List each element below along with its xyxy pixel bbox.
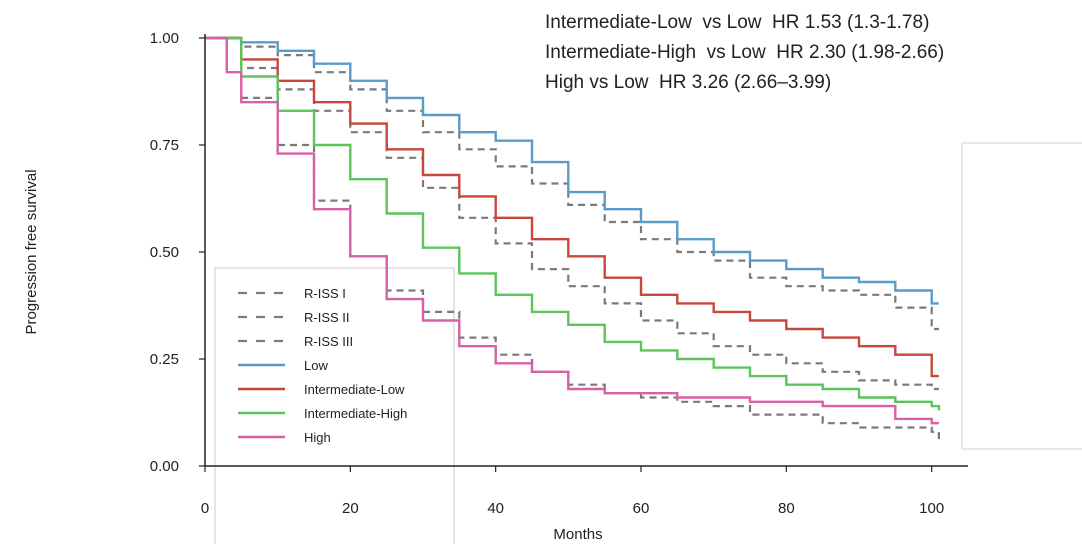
x-tick-label: 60 [633, 500, 650, 517]
series-line-intermediate-low [205, 36, 939, 378]
y-axis-title: Progression free survival [23, 169, 40, 334]
x-tick-label: 0 [201, 500, 209, 517]
y-tick-label: 1.00 [150, 30, 179, 47]
hr-annotation: Intermediate-Low vs Low HR 1.53 (1.3-1.7… [545, 12, 929, 33]
legend-label: R-ISS III [304, 334, 353, 349]
series-line-r-iss-i [205, 36, 939, 331]
legend-label: Intermediate-High [304, 406, 407, 421]
hr-annotation: Intermediate-High vs Low HR 2.30 (1.98-2… [545, 42, 944, 63]
right-blank-panel [961, 142, 1082, 450]
legend-label: R-ISS I [304, 286, 346, 301]
x-tick-label: 40 [487, 500, 504, 517]
x-tick-label: 80 [778, 500, 795, 517]
x-tick-label: 100 [919, 500, 944, 517]
series-line-high [205, 36, 939, 425]
series-line-r-iss-ii [205, 36, 939, 391]
y-tick-label: 0.75 [150, 137, 179, 154]
series-layer [205, 36, 941, 441]
legend-label: High [304, 430, 331, 445]
y-tick-label: 0.00 [150, 458, 179, 475]
axes-layer: 0.00 0.25 0.50 0.75 1.00 0 20 40 60 80 100 Months Pr… [23, 30, 968, 543]
annotation-layer: Intermediate-Low vs Low HR 1.53 (1.3-1.7… [545, 12, 944, 93]
legend-label: R-ISS II [304, 310, 350, 325]
y-tick-label: 0.50 [150, 244, 179, 261]
legend-layer: R-ISS I R-ISS II R-ISS III Low Intermediate-… [238, 286, 407, 445]
y-tick-label: 0.25 [150, 351, 179, 368]
hr-annotation: High vs Low HR 3.26 (2.66–3.99) [545, 72, 831, 93]
legend-label: Intermediate-Low [304, 382, 405, 397]
x-tick-label: 20 [342, 500, 359, 517]
series-line-low [205, 36, 939, 305]
legend-label: Low [304, 358, 328, 373]
series-line-intermediate-high [205, 36, 941, 411]
x-axis-title: Months [553, 526, 602, 543]
legend-box [214, 267, 455, 544]
